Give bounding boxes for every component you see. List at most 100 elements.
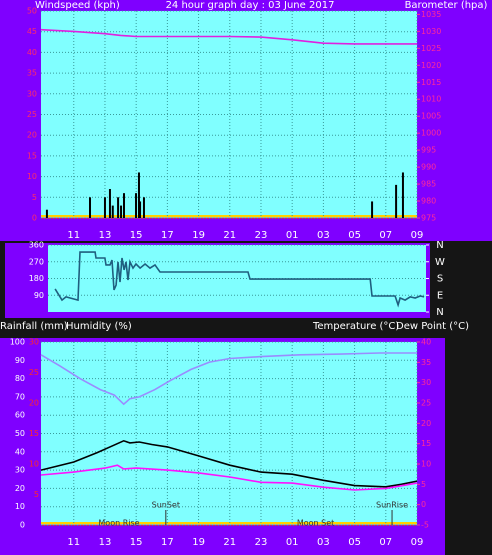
x-tick-label: 17	[161, 230, 174, 241]
y2-tick-label: 10	[421, 460, 431, 469]
y-tick-label: 270	[29, 257, 44, 266]
y-tick-label: 20	[27, 131, 37, 140]
y2-tick-label: 1005	[421, 112, 441, 121]
axis-title: Temperature (°C)	[312, 321, 399, 332]
x-tick-label: 05	[348, 537, 361, 548]
axis-title: Windspeed (kph)	[35, 0, 120, 11]
axis-title: Humidity (%)	[66, 321, 132, 332]
x-tick-label: 11	[67, 230, 80, 241]
y2-tick-label: 1020	[421, 61, 441, 70]
y-tick-label: 25	[27, 110, 37, 119]
y2-tick-label: 20	[421, 419, 431, 428]
x-tick-label: 15	[130, 537, 143, 548]
y2-tick-label: 1000	[421, 129, 441, 138]
event-label: SunRise	[376, 501, 408, 510]
y-tick-label: 90	[34, 291, 44, 300]
y3-tick-label: 25	[29, 368, 39, 377]
y-tick-label: 70	[15, 392, 25, 401]
axis-title: Rainfall (mm)	[0, 321, 68, 332]
y3-tick-label: 15	[29, 429, 39, 438]
y2-tick-label: 0	[421, 500, 426, 509]
x-tick-label: 09	[411, 230, 424, 241]
y2-tick-label: 1025	[421, 44, 441, 53]
y2-tick-label: 995	[421, 146, 436, 155]
series-line	[40, 28, 417, 45]
event-label: SunSet	[152, 501, 180, 510]
y2-tick-label: N	[436, 240, 443, 251]
x-tick-label: 17	[161, 537, 174, 548]
x-tick-label: 23	[255, 537, 268, 548]
y2-tick-label: N	[436, 307, 443, 318]
y2-tick-label: 980	[421, 197, 436, 206]
plot-area	[41, 11, 417, 218]
y-tick-label: 90	[15, 356, 25, 365]
x-tick-label: 19	[192, 230, 205, 241]
y-tick-label: 30	[15, 466, 25, 475]
y-tick-label: 40	[27, 48, 37, 57]
x-tick-label: 01	[286, 230, 299, 241]
x-tick-label: 07	[379, 230, 392, 241]
series-line	[40, 439, 418, 488]
x-tick-label: 15	[130, 230, 143, 241]
y-tick-label: 50	[27, 7, 37, 16]
y2-tick-label: 30	[421, 378, 431, 387]
x-tick-label: 13	[99, 537, 112, 548]
x-tick-label: 11	[67, 537, 80, 548]
y2-tick-label: 5	[421, 480, 426, 489]
y3-tick-label: 20	[29, 399, 39, 408]
y3-tick-label: 30	[29, 338, 39, 347]
y-tick-label: 45	[27, 27, 37, 36]
x-tick-label: 21	[223, 230, 236, 241]
y-tick-label: 30	[27, 89, 37, 98]
y-tick-label: 360	[29, 241, 44, 250]
y-tick-label: 15	[27, 151, 37, 160]
y2-tick-label: S	[437, 274, 443, 285]
y2-tick-label: 1030	[421, 27, 441, 36]
y-tick-label: 80	[15, 374, 25, 383]
y2-tick-label: 990	[421, 163, 436, 172]
x-tick-label: 07	[379, 537, 392, 548]
y-tick-label: 20	[15, 484, 25, 493]
axis-title: Dew Point (°C)	[396, 321, 469, 332]
plot-area	[41, 342, 417, 525]
y3-tick-label: 5	[34, 490, 39, 499]
x-tick-label: 03	[317, 230, 330, 241]
y2-tick-label: 25	[421, 399, 431, 408]
y2-tick-label: 35	[421, 358, 431, 367]
x-tick-label: 21	[223, 537, 236, 548]
y2-tick-label: 1010	[421, 95, 441, 104]
y-tick-label: 180	[29, 274, 44, 283]
y2-tick-label: 985	[421, 180, 436, 189]
y3-tick-label: 10	[29, 460, 39, 469]
y-tick-label: 100	[10, 338, 25, 347]
y2-tick-label: W	[435, 257, 445, 268]
series-line	[40, 352, 417, 406]
y-tick-label: 50	[15, 429, 25, 438]
y2-tick-label: 975	[421, 214, 436, 223]
y2-tick-label: 1035	[421, 10, 441, 19]
x-tick-label: 23	[255, 230, 268, 241]
x-tick-label: 01	[286, 537, 299, 548]
y2-tick-label: -5	[421, 521, 429, 530]
event-label: Moon Set	[297, 519, 334, 528]
chart-title: 24 hour graph day : 03 June 2017	[166, 0, 335, 11]
y-tick-label: 35	[27, 69, 37, 78]
y-tick-label: 40	[15, 447, 25, 456]
axis-title: Barometer (hpa)	[405, 0, 488, 11]
y-tick-label: 10	[15, 502, 25, 511]
x-tick-label: 05	[348, 230, 361, 241]
y-tick-label: 10	[27, 172, 37, 181]
series-line	[40, 464, 418, 491]
y2-tick-label: E	[437, 290, 443, 301]
x-tick-label: 09	[411, 537, 424, 548]
y2-tick-label: 15	[421, 439, 431, 448]
y2-tick-label: 40	[421, 338, 431, 347]
y2-tick-label: 1015	[421, 78, 441, 87]
x-tick-label: 03	[317, 537, 330, 548]
event-label: Moon Rise	[98, 519, 139, 528]
series-line	[54, 251, 425, 308]
y-tick-label: 0	[20, 521, 25, 530]
y-tick-label: 60	[15, 411, 25, 420]
y-tick-label: 5	[32, 193, 37, 202]
